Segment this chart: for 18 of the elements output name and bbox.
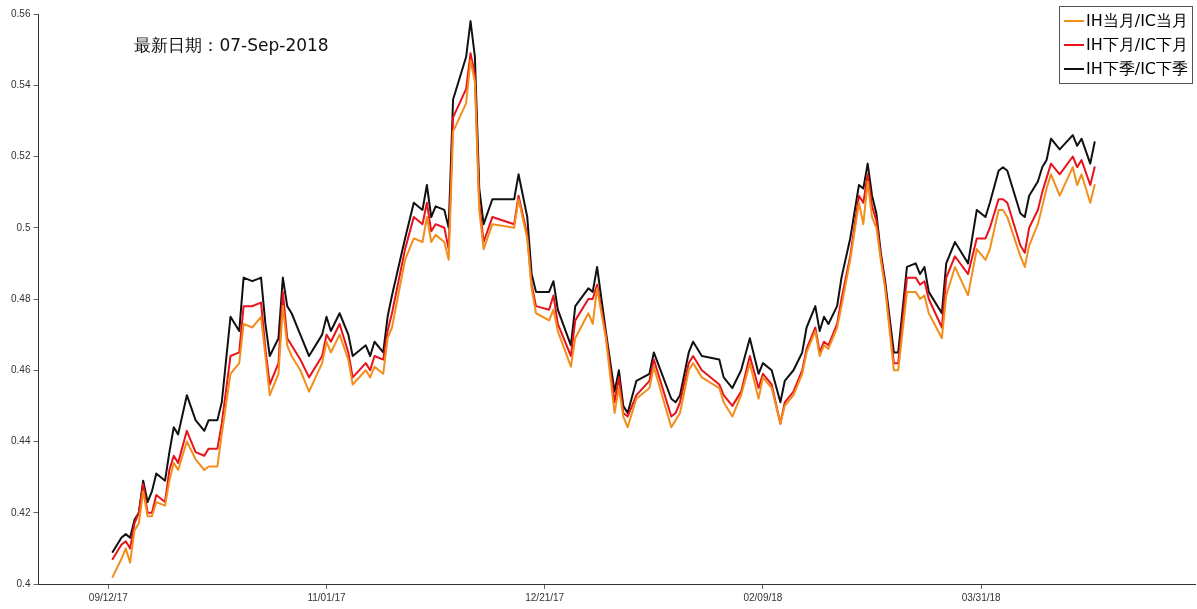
y-tick-label: 0.46 — [10, 364, 31, 375]
y-tick-label: 0.56 — [10, 7, 31, 19]
legend-label: IH下月/IC下月 — [1086, 34, 1189, 56]
y-tick-label: 0.42 — [10, 506, 31, 518]
x-tick-label: 12/21/17 — [525, 591, 565, 603]
y-tick-label: 0.44 — [10, 435, 31, 447]
y-tick-label: 0.54 — [10, 79, 31, 90]
y-tick-label: 0.48 — [10, 292, 31, 304]
y-tick-label: 0.4 — [16, 577, 31, 589]
legend-label: IH下季/IC下季 — [1086, 58, 1189, 80]
y-tick-label: 0.5 — [16, 221, 31, 233]
annotation: 最新日期：07-Sep-2018 — [134, 34, 329, 57]
legend-label: IH当月/IC当月 — [1086, 10, 1189, 32]
x-tick-label: 03/31/18 — [961, 591, 1002, 603]
y-tick-label: 0.52 — [10, 150, 31, 162]
x-tick-label: 02/09/18 — [743, 591, 783, 603]
x-tick-label: 11/01/17 — [307, 591, 347, 603]
x-tick-label: 09/12/17 — [88, 591, 129, 603]
